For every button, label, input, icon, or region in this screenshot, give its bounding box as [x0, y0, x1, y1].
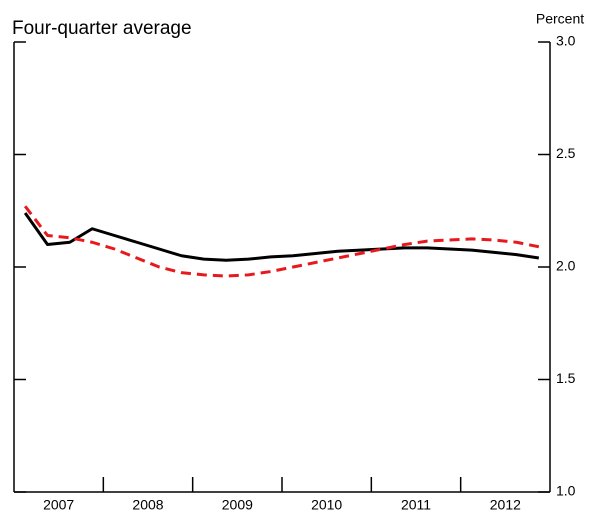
x-tick-label: 2012: [490, 497, 521, 513]
x-tick-label: 2010: [311, 497, 342, 513]
chart-title: Four-quarter average: [12, 18, 192, 39]
y-tick-label: 2.5: [556, 145, 576, 161]
y-tick-label: 3.0: [556, 33, 576, 49]
x-tick-label: 2011: [401, 497, 431, 513]
y-tick-label: 1.0: [556, 483, 576, 499]
y-tick-label: 1.5: [556, 370, 576, 386]
x-tick-label: 2007: [43, 497, 74, 513]
series-line: [23, 212, 540, 262]
x-tick-label: 2008: [132, 497, 163, 513]
x-tick-label: 2009: [222, 497, 253, 513]
y-tick-label: 2.0: [556, 258, 576, 274]
y-axis-label: Percent: [536, 11, 584, 27]
series-line: [23, 205, 540, 278]
